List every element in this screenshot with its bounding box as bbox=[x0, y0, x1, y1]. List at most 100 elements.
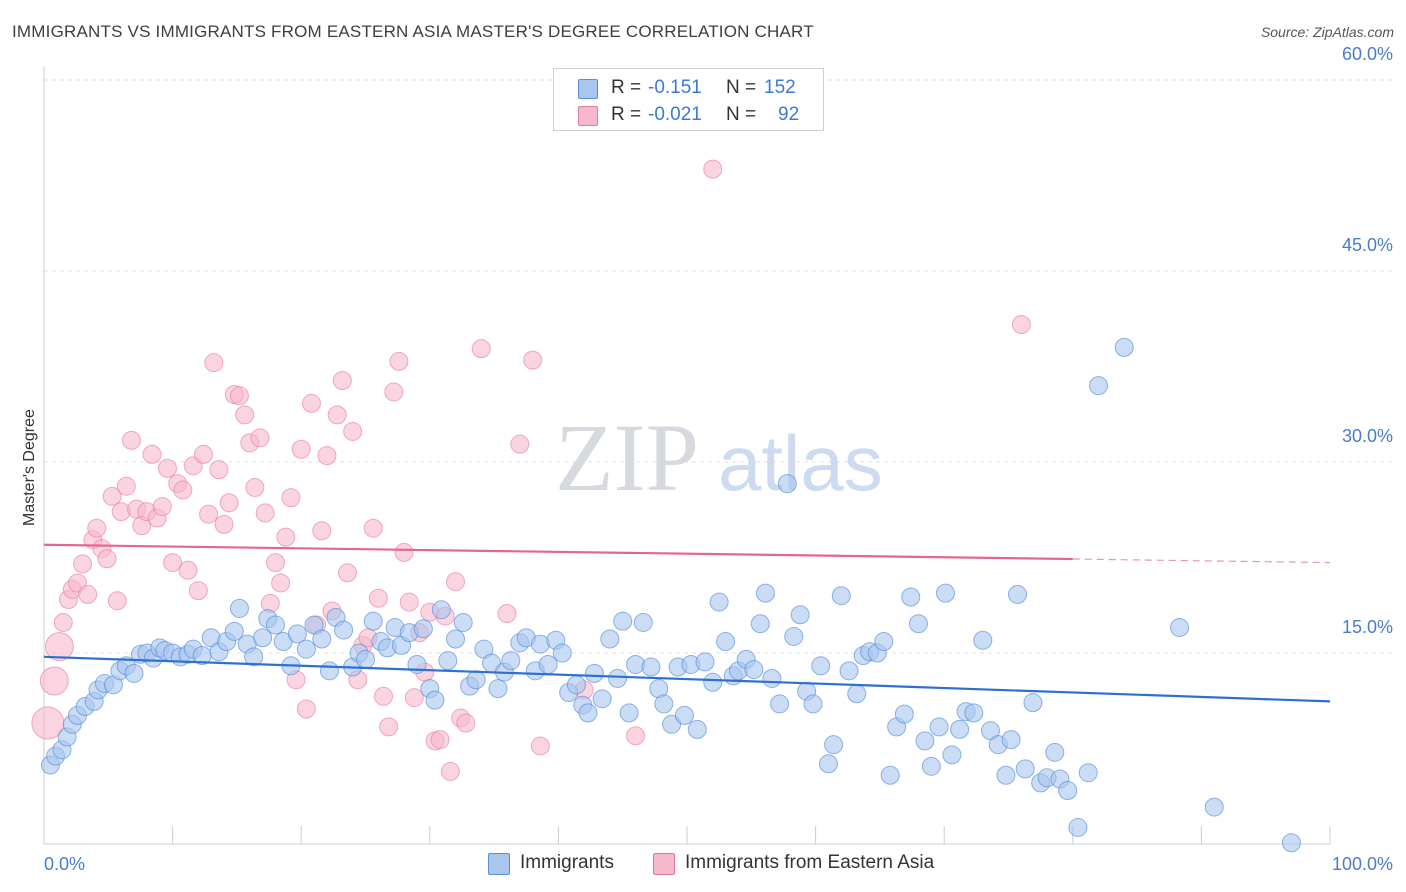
legend-swatch-immigrants bbox=[488, 853, 510, 875]
point-eastern-asia bbox=[1011, 314, 1031, 334]
point-immigrants bbox=[695, 652, 715, 672]
point-immigrants bbox=[950, 719, 970, 739]
point-immigrants bbox=[935, 583, 955, 603]
point-immigrants bbox=[501, 651, 521, 671]
trend-line-immigrants bbox=[43, 655, 1331, 703]
point-eastern-asia bbox=[337, 563, 357, 583]
point-eastern-asia bbox=[102, 486, 122, 506]
point-immigrants bbox=[1089, 376, 1109, 396]
point-eastern-asia bbox=[97, 549, 117, 569]
point-immigrants bbox=[244, 647, 264, 667]
point-eastern-asia bbox=[301, 393, 321, 413]
point-immigrants bbox=[750, 614, 770, 634]
point-immigrants bbox=[229, 598, 249, 618]
point-eastern-asia bbox=[265, 553, 285, 573]
point-immigrants bbox=[488, 679, 508, 699]
point-eastern-asia bbox=[510, 434, 530, 454]
point-immigrants bbox=[287, 624, 307, 644]
legend-swatch-eastern-asia bbox=[653, 853, 675, 875]
point-immigrants bbox=[1015, 759, 1035, 779]
point-eastern-asia bbox=[317, 446, 337, 466]
point-eastern-asia bbox=[142, 444, 162, 464]
point-immigrants bbox=[996, 765, 1016, 785]
r-label: R = bbox=[611, 77, 642, 98]
point-eastern-asia bbox=[374, 686, 394, 706]
point-eastern-asia bbox=[204, 353, 224, 373]
point-immigrants bbox=[964, 703, 984, 723]
point-immigrants bbox=[425, 690, 445, 710]
point-immigrants bbox=[839, 661, 859, 681]
point-immigrants bbox=[312, 629, 332, 649]
point-immigrants bbox=[124, 663, 144, 683]
tick-labels: 15.0% 30.0% 45.0% 60.0% 0.0% 100.0% bbox=[44, 44, 1393, 874]
point-eastern-asia bbox=[276, 527, 296, 547]
point-eastern-asia bbox=[121, 430, 141, 450]
point-eastern-asia bbox=[209, 460, 229, 480]
point-immigrants bbox=[942, 745, 962, 765]
y-tick-label: 45.0% bbox=[1342, 235, 1393, 255]
point-immigrants bbox=[438, 651, 458, 671]
trend-lines bbox=[43, 543, 1331, 703]
point-eastern-asia bbox=[188, 581, 208, 601]
point-eastern-asia bbox=[384, 382, 404, 402]
point-eastern-asia bbox=[178, 560, 198, 580]
point-immigrants bbox=[334, 620, 354, 640]
point-immigrants bbox=[908, 614, 928, 634]
point-eastern-asia bbox=[296, 699, 316, 719]
y-axis-label: Master's Degree bbox=[21, 409, 38, 526]
n-value: 92 bbox=[778, 104, 800, 125]
n-label: N = bbox=[726, 104, 757, 125]
point-immigrants bbox=[1281, 833, 1301, 853]
point-immigrants bbox=[608, 668, 628, 688]
y-tick-label: 15.0% bbox=[1342, 617, 1393, 637]
point-immigrants bbox=[578, 703, 598, 723]
point-immigrants bbox=[363, 611, 383, 631]
point-immigrants bbox=[641, 657, 661, 677]
point-eastern-asia bbox=[394, 542, 414, 562]
point-immigrants bbox=[356, 649, 375, 669]
point-immigrants bbox=[687, 719, 707, 739]
point-eastern-asia bbox=[446, 572, 466, 592]
point-immigrants bbox=[790, 605, 810, 625]
y-tick-label: 30.0% bbox=[1342, 426, 1393, 446]
point-immigrants bbox=[777, 474, 797, 494]
point-immigrants bbox=[1058, 781, 1078, 801]
point-eastern-asia bbox=[152, 497, 172, 517]
point-eastern-asia bbox=[44, 632, 74, 662]
point-immigrants bbox=[265, 615, 285, 635]
watermark-atlas: atlas bbox=[718, 419, 883, 507]
point-immigrants bbox=[1008, 584, 1028, 604]
point-immigrants bbox=[619, 703, 639, 723]
point-eastern-asia bbox=[116, 476, 136, 496]
point-immigrants bbox=[973, 630, 993, 650]
point-eastern-asia bbox=[368, 588, 388, 608]
point-immigrants bbox=[674, 705, 694, 725]
point-eastern-asia bbox=[399, 592, 419, 612]
point-eastern-asia bbox=[173, 480, 193, 500]
point-immigrants bbox=[1114, 337, 1134, 357]
point-immigrants bbox=[770, 694, 790, 714]
point-immigrants bbox=[831, 586, 851, 606]
point-immigrants bbox=[633, 612, 653, 632]
point-immigrants bbox=[592, 689, 612, 709]
point-immigrants bbox=[253, 628, 273, 648]
point-immigrants bbox=[784, 626, 804, 646]
point-immigrants bbox=[224, 621, 244, 641]
x-tick-label: 0.0% bbox=[44, 854, 85, 874]
point-eastern-asia bbox=[332, 371, 352, 391]
point-immigrants bbox=[1045, 742, 1065, 762]
point-eastern-asia bbox=[199, 504, 219, 524]
r-value: -0.021 bbox=[648, 104, 702, 125]
point-immigrants bbox=[1204, 797, 1224, 817]
point-eastern-asia bbox=[626, 726, 646, 746]
watermark-zip: ZIP bbox=[555, 404, 699, 511]
point-eastern-asia bbox=[389, 351, 409, 371]
point-immigrants bbox=[296, 639, 316, 659]
point-immigrants bbox=[1001, 730, 1021, 750]
legend-label-eastern-asia: Immigrants from Eastern Asia bbox=[685, 852, 935, 873]
point-eastern-asia bbox=[312, 521, 332, 541]
point-immigrants bbox=[901, 587, 921, 607]
trend-line-eastern-asia bbox=[43, 543, 1073, 561]
point-eastern-asia bbox=[73, 554, 93, 574]
